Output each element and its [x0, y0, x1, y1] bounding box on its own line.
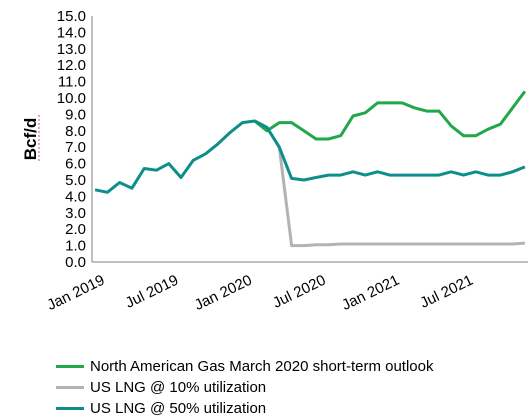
y-tick-label: 12.0 — [57, 57, 86, 74]
legend-item-outlook: North American Gas March 2020 short-term… — [56, 356, 433, 377]
x-tick-label: Jan 2020 — [192, 272, 255, 314]
legend-swatch-outlook — [56, 365, 84, 368]
x-tick-label: Jan 2019 — [44, 272, 107, 314]
y-tick-label: 15.0 — [57, 8, 86, 25]
legend-item-lng-50: US LNG @ 50% utilization — [56, 398, 433, 419]
legend-swatch-lng-50 — [56, 407, 84, 410]
x-tick-label: Jul 2019 — [123, 272, 181, 312]
y-tick-label: 2.0 — [65, 221, 86, 238]
y-tick-label: 3.0 — [65, 205, 86, 222]
y-tick-label: 6.0 — [65, 156, 86, 173]
y-tick-label: 7.0 — [65, 139, 86, 156]
y-tick-label: 1.0 — [65, 238, 86, 255]
legend-label-lng-10: US LNG @ 10% utilization — [90, 379, 267, 396]
y-tick-label: 0.0 — [65, 254, 86, 271]
y-tick-label: 5.0 — [65, 172, 86, 189]
y-tick-label: 11.0 — [58, 74, 86, 91]
y-tick-label: 8.0 — [65, 123, 86, 140]
y-tick-label: 10.0 — [57, 90, 86, 107]
y-tick-label: 4.0 — [65, 188, 86, 205]
x-tick-label: Jul 2021 — [417, 272, 475, 312]
x-tick-label: Jan 2021 — [339, 272, 402, 314]
legend-label-outlook: North American Gas March 2020 short-term… — [90, 358, 434, 375]
y-tick-label: 13.0 — [57, 41, 86, 58]
series-line-lng-50 — [94, 119, 526, 194]
series-line-outlook — [253, 90, 527, 141]
legend: North American Gas March 2020 short-term… — [56, 356, 433, 419]
legend-swatch-lng-10 — [56, 386, 84, 389]
x-tick-label: Jul 2020 — [270, 272, 328, 312]
chart: 0.01.02.03.04.05.06.07.08.09.010.011.012… — [21, 8, 528, 314]
legend-item-lng-10: US LNG @ 10% utilization — [56, 377, 433, 398]
y-tick-label: 14.0 — [57, 24, 86, 41]
series-line-lng-10 — [253, 119, 526, 248]
y-tick-label: 9.0 — [65, 106, 86, 123]
legend-label-lng-50: US LNG @ 50% utilization — [90, 400, 267, 417]
y-axis-label: Bcf/d — [21, 118, 40, 161]
